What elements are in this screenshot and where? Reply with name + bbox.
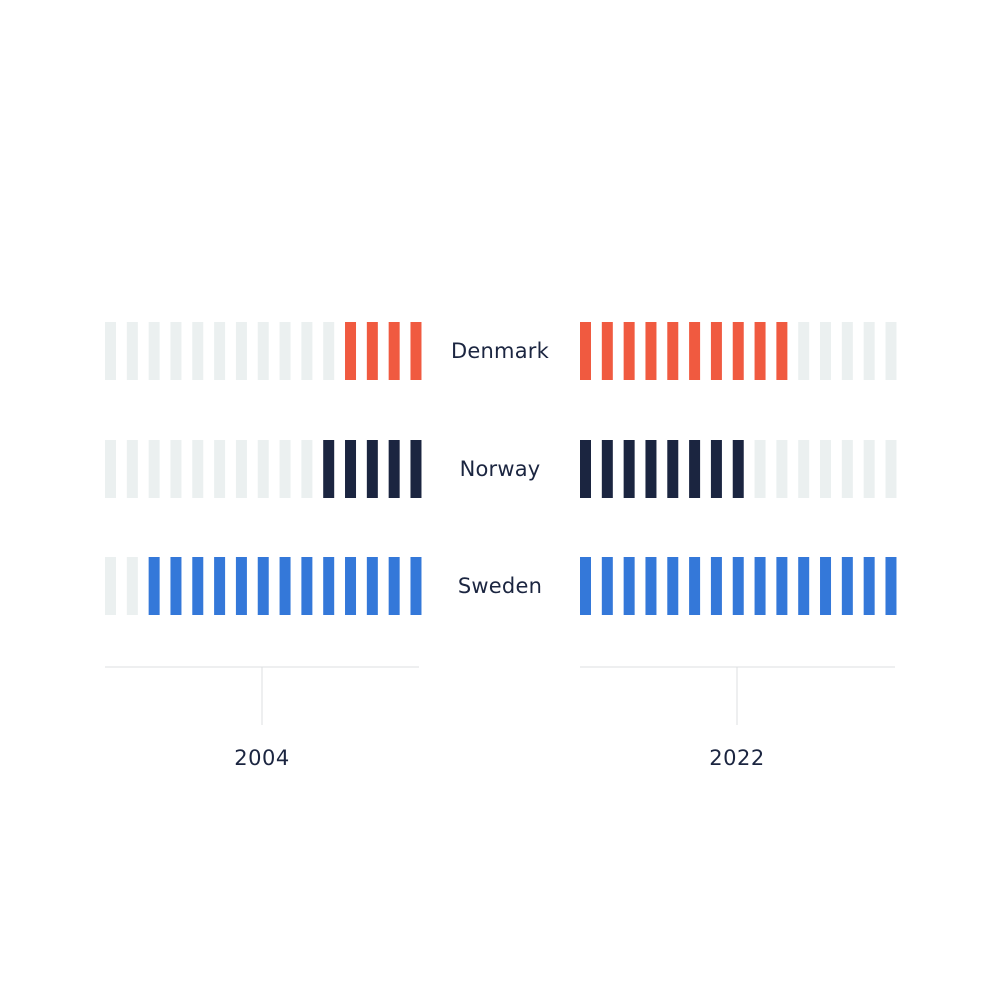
unit-bar-norway-2004-7-empty: [235, 440, 247, 498]
unit-bar-denmark-2004-6-empty: [214, 322, 226, 380]
country-label-denmark: Denmark: [451, 339, 550, 363]
unit-bar-sweden-2004-4-filled: [170, 557, 182, 615]
unit-bar-denmark-2004-10-empty: [301, 322, 313, 380]
unit-bar-sweden-2004-11-filled: [323, 557, 335, 615]
unit-bar-sweden-2022-9-filled: [754, 557, 766, 615]
unit-bar-sweden-2004-10-filled: [301, 557, 313, 615]
unit-bar-norway-2004-10-empty: [301, 440, 313, 498]
unit-bar-sweden-2004-12-filled: [345, 557, 357, 615]
unit-bar-denmark-2004-13-filled: [366, 322, 378, 380]
unit-bar-denmark-2004-14-filled: [388, 322, 400, 380]
unit-bar-sweden-2004-3-filled: [148, 557, 160, 615]
unit-bar-denmark-2022-11-empty: [798, 322, 810, 380]
unit-bar-norway-2004-6-empty: [214, 440, 226, 498]
unit-bar-sweden-2004-15-filled: [410, 557, 422, 615]
unit-bar-sweden-2022-1-filled: [580, 557, 591, 615]
unit-bar-norway-2022-7-filled: [710, 440, 722, 498]
unit-bar-denmark-2022-13-empty: [841, 322, 853, 380]
unit-bar-denmark-2022-9-filled: [754, 322, 766, 380]
unit-bar-norway-2022-5-filled: [667, 440, 679, 498]
unit-bar-norway-2004-12-filled: [345, 440, 357, 498]
unit-bar-denmark-2022-14-empty: [863, 322, 875, 380]
unit-bar-denmark-2022-1-filled: [580, 322, 591, 380]
unit-bar-denmark-2004-8-empty: [257, 322, 269, 380]
unit-bar-norway-2004-1-empty: [105, 440, 116, 498]
unit-bar-denmark-2004-4-empty: [170, 322, 182, 380]
year-label-2004: 2004: [234, 746, 289, 770]
unit-bar-norway-2022-8-filled: [732, 440, 744, 498]
unit-bar-sweden-2004-7-filled: [235, 557, 247, 615]
unit-bar-sweden-2004-2-empty: [126, 557, 138, 615]
unit-bar-sweden-2022-5-filled: [667, 557, 679, 615]
unit-bar-denmark-2022-5-filled: [667, 322, 679, 380]
unit-bar-denmark-2022-15-empty: [885, 322, 897, 380]
unit-bar-denmark-2004-5-empty: [192, 322, 204, 380]
country-label-norway: Norway: [460, 457, 541, 481]
unit-bar-sweden-2022-12-filled: [820, 557, 832, 615]
unit-bar-denmark-2004-2-empty: [126, 322, 138, 380]
unit-bar-sweden-2022-7-filled: [710, 557, 722, 615]
unit-bar-norway-2004-8-empty: [257, 440, 269, 498]
unit-bar-sweden-2022-2-filled: [601, 557, 613, 615]
country-label-sweden: Sweden: [458, 574, 542, 598]
unit-bar-denmark-2004-11-empty: [323, 322, 335, 380]
unit-bar-denmark-2004-15-filled: [410, 322, 422, 380]
unit-bar-sweden-2022-11-filled: [798, 557, 810, 615]
unit-bar-sweden-2004-8-filled: [257, 557, 269, 615]
unit-bar-denmark-2022-10-filled: [776, 322, 788, 380]
unit-bar-denmark-2004-9-empty: [279, 322, 291, 380]
unit-bar-sweden-2004-9-filled: [279, 557, 291, 615]
unit-bar-sweden-2022-10-filled: [776, 557, 788, 615]
unit-bar-norway-2004-11-filled: [323, 440, 335, 498]
unit-bar-denmark-2022-7-filled: [710, 322, 722, 380]
unit-bar-sweden-2004-6-filled: [214, 557, 226, 615]
unit-bar-norway-2022-11-empty: [798, 440, 810, 498]
unit-bar-denmark-2022-6-filled: [689, 322, 701, 380]
unit-bar-norway-2022-6-filled: [689, 440, 701, 498]
unit-bar-norway-2004-9-empty: [279, 440, 291, 498]
unit-bar-norway-2022-9-empty: [754, 440, 766, 498]
unit-bar-sweden-2022-4-filled: [645, 557, 657, 615]
unit-bar-norway-2004-15-filled: [410, 440, 422, 498]
unit-bar-denmark-2004-12-filled: [345, 322, 357, 380]
unit-bar-sweden-2004-13-filled: [366, 557, 378, 615]
year-label-2022: 2022: [709, 746, 764, 770]
unit-bar-denmark-2022-2-filled: [601, 322, 613, 380]
unit-bar-sweden-2022-3-filled: [623, 557, 635, 615]
unit-bar-denmark-2022-3-filled: [623, 322, 635, 380]
bars-layer: [105, 322, 897, 615]
unit-bar-sweden-2022-13-filled: [841, 557, 853, 615]
unit-bar-norway-2022-2-filled: [601, 440, 613, 498]
year-axes: 2004 2022: [105, 666, 895, 770]
unit-bar-denmark-2004-7-empty: [235, 322, 247, 380]
unit-bar-denmark-2022-8-filled: [732, 322, 744, 380]
unit-bar-norway-2004-4-empty: [170, 440, 182, 498]
country-labels: Denmark Norway Sweden: [451, 339, 550, 598]
unit-bar-sweden-2004-14-filled: [388, 557, 400, 615]
unit-bar-norway-2022-3-filled: [623, 440, 635, 498]
unit-bar-norway-2022-10-empty: [776, 440, 788, 498]
unit-bar-norway-2004-5-empty: [192, 440, 204, 498]
unit-bar-norway-2004-14-filled: [388, 440, 400, 498]
unit-bar-norway-2022-14-empty: [863, 440, 875, 498]
unit-bar-sweden-2004-1-empty: [105, 557, 116, 615]
unit-bar-norway-2022-12-empty: [820, 440, 832, 498]
unit-bar-norway-2022-13-empty: [841, 440, 853, 498]
unit-bar-sweden-2022-6-filled: [689, 557, 701, 615]
unit-bar-denmark-2004-1-empty: [105, 322, 116, 380]
unit-bar-norway-2004-13-filled: [366, 440, 378, 498]
unit-bar-norway-2022-4-filled: [645, 440, 657, 498]
unit-bar-denmark-2022-4-filled: [645, 322, 657, 380]
unit-bar-denmark-2004-3-empty: [148, 322, 160, 380]
unit-bar-norway-2004-2-empty: [126, 440, 138, 498]
unit-bar-sweden-2004-5-filled: [192, 557, 204, 615]
unit-bar-denmark-2022-12-empty: [820, 322, 832, 380]
unit-bar-sweden-2022-8-filled: [732, 557, 744, 615]
unit-bar-norway-2004-3-empty: [148, 440, 160, 498]
unit-bar-norway-2022-15-empty: [885, 440, 897, 498]
unit-bar-sweden-2022-14-filled: [863, 557, 875, 615]
unit-bar-sweden-2022-15-filled: [885, 557, 897, 615]
unit-bar-norway-2022-1-filled: [580, 440, 591, 498]
